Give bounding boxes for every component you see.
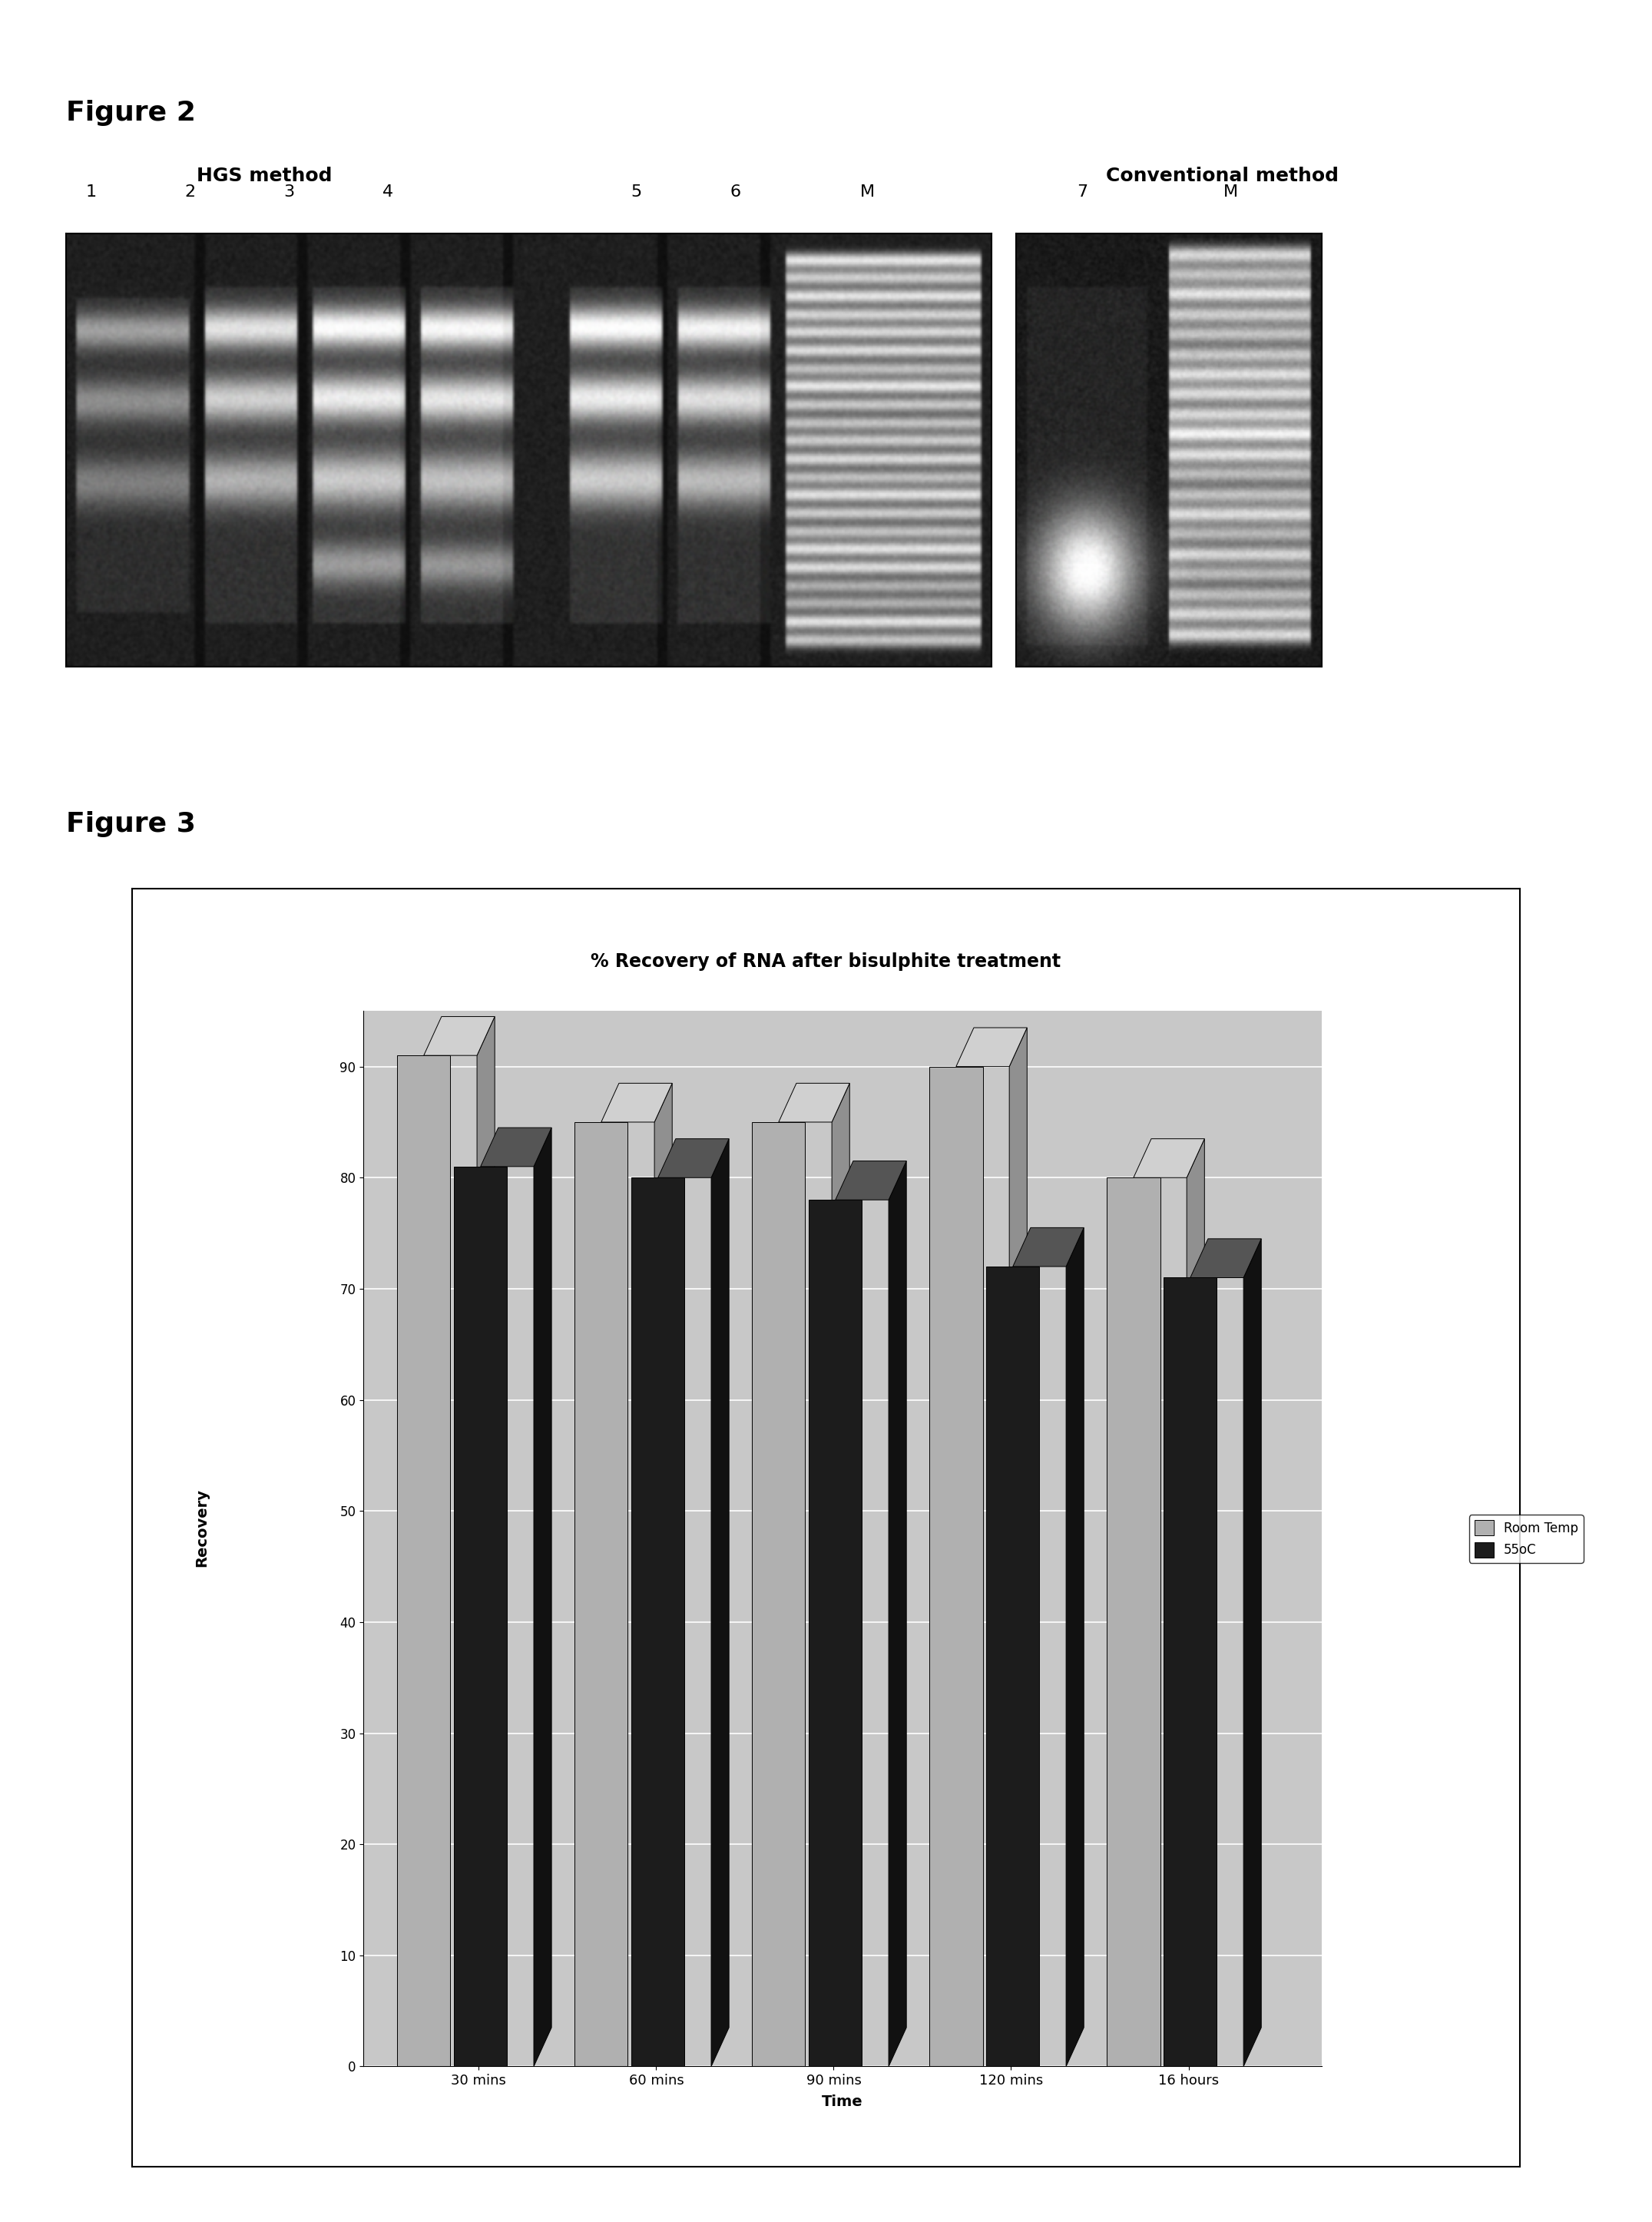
Text: 2: 2	[185, 184, 195, 200]
Text: Conventional method: Conventional method	[1107, 167, 1338, 184]
Text: 1: 1	[86, 184, 96, 200]
Bar	[1163, 1278, 1218, 2066]
Polygon shape	[425, 1018, 494, 1055]
Text: 7: 7	[1077, 184, 1087, 200]
Polygon shape	[481, 1129, 552, 1167]
Bar	[809, 1200, 862, 2066]
Text: 5: 5	[631, 184, 641, 200]
Polygon shape	[836, 1162, 907, 1200]
Bar	[930, 1067, 983, 2066]
Polygon shape	[712, 1140, 729, 2066]
Polygon shape	[1066, 1229, 1084, 2066]
Bar	[986, 1267, 1039, 2066]
Polygon shape	[1133, 1140, 1204, 1178]
Text: 4: 4	[383, 184, 393, 200]
Text: Figure 3: Figure 3	[66, 811, 197, 838]
Text: Recovery: Recovery	[195, 1489, 208, 1567]
Polygon shape	[1191, 1240, 1260, 1278]
Polygon shape	[833, 1084, 849, 2066]
Text: % Recovery of RNA after bisulphite treatment: % Recovery of RNA after bisulphite treat…	[591, 953, 1061, 971]
Legend: Room Temp, 55oC: Room Temp, 55oC	[1469, 1515, 1584, 1562]
Text: 6: 6	[730, 184, 740, 200]
X-axis label: Time: Time	[823, 2093, 862, 2109]
Polygon shape	[889, 1162, 907, 2066]
Bar	[575, 1122, 628, 2066]
Polygon shape	[657, 1140, 729, 1178]
Bar	[454, 1167, 507, 2066]
Bar	[396, 1055, 451, 2066]
Bar	[1107, 1178, 1160, 2066]
Polygon shape	[654, 1084, 672, 2066]
Polygon shape	[1186, 1140, 1204, 2066]
Text: 3: 3	[284, 184, 294, 200]
Polygon shape	[1009, 1029, 1028, 2066]
Polygon shape	[1013, 1229, 1084, 1267]
Text: M: M	[1224, 184, 1237, 200]
Polygon shape	[477, 1018, 494, 2066]
Polygon shape	[1244, 1240, 1260, 2066]
Bar	[752, 1122, 805, 2066]
Polygon shape	[534, 1129, 552, 2066]
Bar	[631, 1178, 684, 2066]
Text: Figure 2: Figure 2	[66, 100, 197, 127]
Polygon shape	[778, 1084, 849, 1122]
Polygon shape	[957, 1029, 1028, 1067]
Text: M: M	[861, 184, 874, 200]
Text: HGS method: HGS method	[197, 167, 332, 184]
Polygon shape	[601, 1084, 672, 1122]
